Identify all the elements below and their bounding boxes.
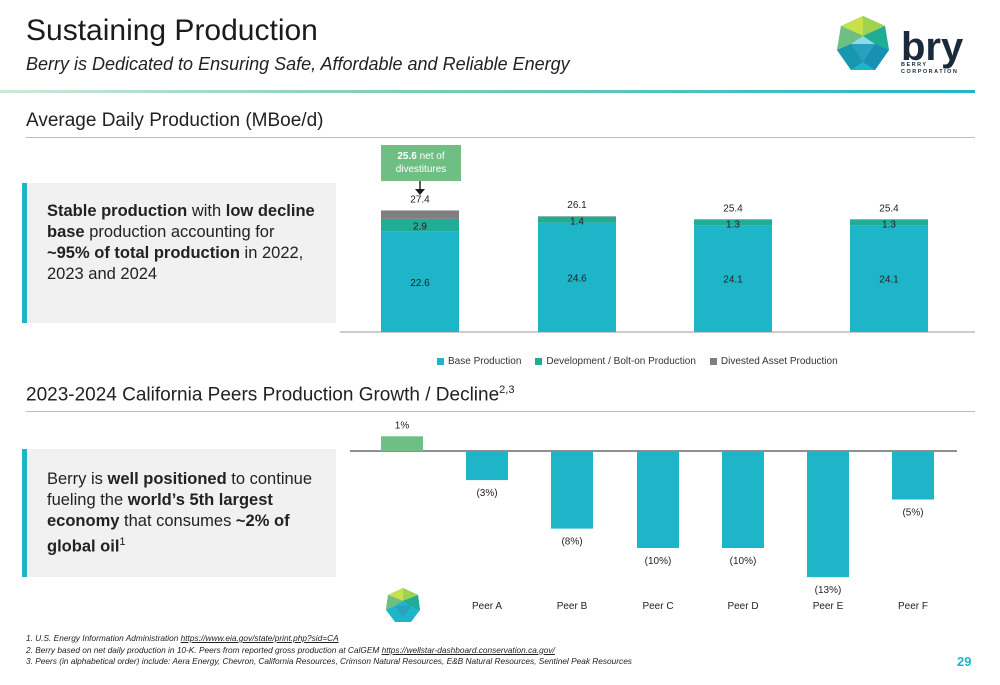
bar-peer-f xyxy=(892,451,934,500)
bar-base-production-1 xyxy=(538,222,616,332)
berry-logo-icon: bry xyxy=(837,16,964,70)
logo-tagline-2: CORPORATION xyxy=(901,69,959,75)
bar-development-bolt-on-production-3 xyxy=(850,219,928,226)
data-label: 24.1 xyxy=(723,275,743,286)
bar-base-production-2 xyxy=(694,225,772,332)
legend-swatch xyxy=(535,358,543,365)
footnote-link[interactable]: https://wellstar-dashboard.conservation.… xyxy=(381,644,555,655)
section-divider xyxy=(26,411,975,412)
bar-divested-asset-production-0 xyxy=(381,210,459,219)
section-title-production: Average Daily Production (MBoe/d) xyxy=(26,110,324,131)
logo-wordmark: bry xyxy=(901,25,964,69)
data-label: (5%) xyxy=(902,508,923,519)
page-number: 29 xyxy=(957,654,972,669)
bar-peer-d xyxy=(722,451,764,548)
footnote-text: 2. Berry based on net daily production i… xyxy=(26,644,382,655)
callout1-text-5: in 2022, 2023 and 2024 xyxy=(47,244,304,283)
bar-peer-e xyxy=(807,451,849,578)
logo-tagline-1: BERRY xyxy=(901,62,928,68)
callout2-text-6: 1 xyxy=(119,536,126,548)
data-label: 22.6 xyxy=(410,278,430,289)
total-label: 25.4 xyxy=(879,203,899,214)
footnote-link[interactable]: https://www.eia.gov/state/print.php?sid=… xyxy=(180,633,339,643)
legend-item: Base Production xyxy=(437,356,521,367)
peers-growth-bar-chart: 1% (3%) Peer A (8%) Peer B (10%) Peer C (10%) Pe… xyxy=(350,420,957,612)
divestiture-note-text: net of divestitures xyxy=(395,151,447,175)
data-label: 24.6 xyxy=(567,273,587,284)
callout2-text-2: to continue fueling the xyxy=(47,470,313,509)
chart-legend: Base Production Development / Bolt-on Pro… xyxy=(437,356,838,367)
divestiture-note-value: 25.6 xyxy=(397,151,417,162)
section-title-peers: 2023-2024 California Peers Production Gr… xyxy=(26,384,514,406)
data-label: (8%) xyxy=(561,537,582,548)
legend-swatch xyxy=(437,358,444,365)
data-label: (3%) xyxy=(476,488,497,499)
page-subtitle: Berry is Dedicated to Ensuring Safe, Aff… xyxy=(26,54,570,74)
callout2-text-0: Berry is xyxy=(47,470,108,488)
production-stacked-bar-chart: 22.6 2.9 27.4 24.6 1.4 26.1 24.1 1.3 25.4 24.1 1.3… xyxy=(340,194,975,333)
legend-swatch xyxy=(709,358,717,365)
callout1-text-1: with xyxy=(187,202,226,220)
legend-label: Base Production xyxy=(448,356,522,367)
data-label: (10%) xyxy=(730,556,757,567)
category-label: Peer B xyxy=(557,601,588,612)
legend-item: Divested Asset Production xyxy=(709,356,838,367)
bar-peer-c xyxy=(637,451,679,548)
category-label: Peer C xyxy=(642,601,673,612)
legend-label: Divested Asset Production xyxy=(720,356,838,367)
category-label: Peer A xyxy=(472,601,502,612)
bar-berry xyxy=(381,436,423,451)
bar-base-production-0 xyxy=(381,231,459,332)
header-divider xyxy=(0,90,975,93)
callout1-text-0: Stable production xyxy=(47,202,188,220)
footnote-text: 1. U.S. Energy Information Administratio… xyxy=(26,633,181,643)
bar-base-production-3 xyxy=(850,225,928,332)
legend-item: Development / Bolt-on Production xyxy=(535,356,696,367)
page-title: Sustaining Production xyxy=(26,14,318,47)
bar-peer-b xyxy=(551,451,593,529)
callout2-text-3: world’s 5th largest economy xyxy=(47,491,273,530)
bar-peer-a xyxy=(466,451,508,481)
data-label: 24.1 xyxy=(879,275,899,286)
callout1-text-4: ~95% of total production xyxy=(47,244,240,262)
data-label: 1.3 xyxy=(726,219,740,230)
bar-development-bolt-on-production-2 xyxy=(694,219,772,226)
category-label: Peer F xyxy=(898,601,928,612)
section-title-peers-text: 2023-2024 California Peers Production Gr… xyxy=(26,384,500,406)
data-label: 1% xyxy=(395,420,410,431)
callout2-text-4: that consumes xyxy=(119,512,236,530)
divestiture-note: 25.6 net of divestitures xyxy=(381,145,461,181)
legend-label: Development / Bolt-on Production xyxy=(546,356,696,367)
callout-well-positioned: Berry is well positioned to continue fue… xyxy=(22,449,336,577)
section-title-peers-sup: 2,3 xyxy=(499,384,515,396)
down-arrow-icon xyxy=(415,181,425,195)
footnote-1: 1. U.S. Energy Information Administratio… xyxy=(26,633,632,645)
bar-development-bolt-on-production-1 xyxy=(538,216,616,223)
category-label: Peer E xyxy=(813,601,844,612)
callout1-text-2: low decline base xyxy=(47,202,315,241)
data-label: 2.9 xyxy=(413,221,427,232)
data-label: (10%) xyxy=(645,556,672,567)
data-label: 1.3 xyxy=(882,219,896,230)
footnote-text: 3. Peers (in alphabetical order) include… xyxy=(26,656,632,666)
data-label: (13%) xyxy=(815,585,842,596)
callout2-text-5: ~2% of global oil xyxy=(47,512,290,556)
data-label: 1.4 xyxy=(570,217,584,228)
total-label: 25.4 xyxy=(723,203,743,214)
section-divider xyxy=(26,137,975,138)
berry-category-icon xyxy=(386,588,420,622)
footnote-2: 2. Berry based on net daily production i… xyxy=(26,645,632,657)
callout-stable-production: Stable production with low decline base … xyxy=(22,183,336,323)
category-label: Peer D xyxy=(727,601,758,612)
callout1-text-3: production accounting for xyxy=(84,223,275,241)
bar-development-bolt-on-production-0 xyxy=(381,218,459,232)
total-label: 26.1 xyxy=(567,200,587,211)
footnote-3: 3. Peers (in alphabetical order) include… xyxy=(26,656,632,668)
callout2-text-1: well positioned xyxy=(107,470,227,488)
footnotes: 1. U.S. Energy Information Administratio… xyxy=(26,633,632,668)
total-label: 27.4 xyxy=(410,194,430,205)
berry-logo: bry BERRY CORPORATION xyxy=(835,14,980,78)
